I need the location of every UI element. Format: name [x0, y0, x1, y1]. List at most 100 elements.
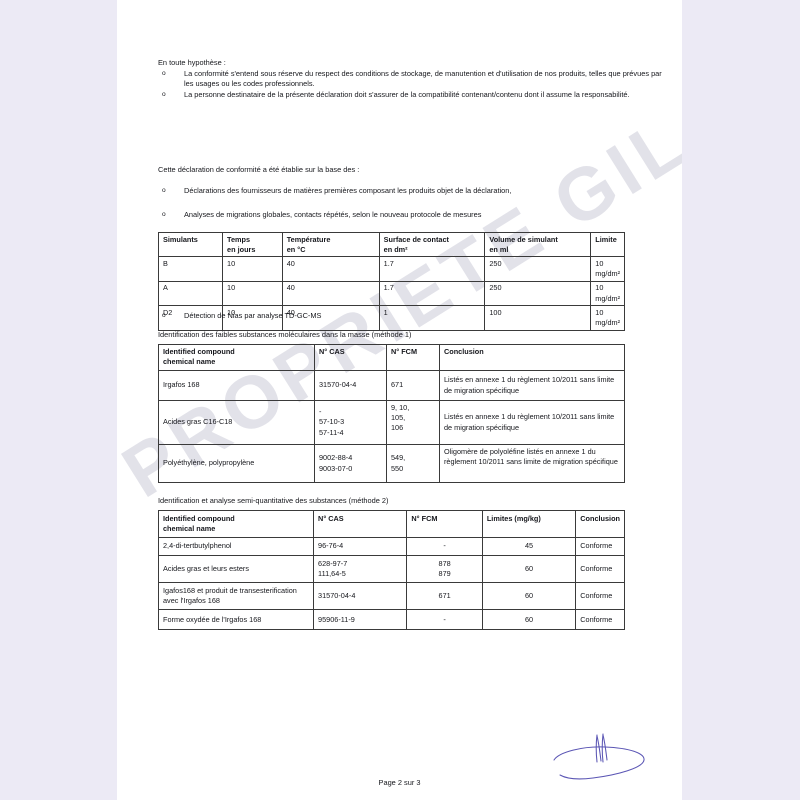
table-row: B 10 40 1.7 250 10 mg/dm²	[157, 256, 625, 282]
table-method1-header-row: Identified compound chemical name N° CAS…	[158, 344, 625, 371]
cell-conclusion: Listés en annexe 1 du règlement 10/2011 …	[439, 370, 625, 401]
table-method2: Identified compound chemical name N° CAS…	[157, 509, 625, 631]
nias-bullet-text: Détection de Nias par analyse TD-GC-MS	[184, 311, 322, 320]
th-fcm: N° FCM	[386, 344, 440, 371]
intro-bullet-2: o La personne destinataire de la présent…	[158, 90, 663, 101]
cell-fcm: 549, 550	[386, 444, 440, 483]
table-method2-header-row: Identified compound chemical name N° CAS…	[157, 509, 625, 539]
bullet-circle-icon: o	[162, 211, 166, 218]
cell-conclusion: Conforme	[575, 554, 625, 584]
basis-bullet-1: o Déclarations des fournisseurs de matiè…	[158, 186, 663, 197]
bullet-circle-icon: o	[162, 312, 166, 319]
cell-cas: 628-97-7 111,64-5	[313, 554, 408, 584]
th-identified-compound: Identified compound chemical name	[158, 344, 315, 371]
cell-conclusion: Listés en annexe 1 du règlement 10/2011 …	[439, 400, 625, 445]
cell-fcm: -	[406, 609, 483, 631]
bullet-circle-icon: o	[162, 90, 166, 98]
cell-fcm: 671	[386, 370, 440, 401]
cell-fcm: -	[406, 537, 483, 556]
intro-bullet-1: o La conformité s'entend sous réserve du…	[158, 69, 663, 90]
cell-compound: 2,4-di-tertbutylphenol	[157, 537, 315, 556]
cell-conclusion: Conforme	[575, 582, 625, 611]
cell-fcm: 671	[406, 582, 483, 611]
cell-cas: 9002-88-4 9003-07-0	[314, 444, 387, 483]
th-surface-contact: Surface de contact en dm²	[378, 231, 486, 258]
th-identified-compound: Identified compound chemical name	[157, 509, 315, 539]
cell-limite: 10 mg/dm²	[590, 256, 625, 282]
th-limite: Limite	[590, 231, 625, 258]
cell-volume: 250	[484, 256, 592, 282]
cell-fcm: 9, 10, 105, 106	[386, 400, 440, 445]
intro-heading: En toute hypothèse :	[158, 58, 226, 67]
th-limites: Limites (mg/kg)	[481, 509, 577, 539]
document-page: PROPRIETE GILAC En toute hypothèse : o L…	[117, 0, 682, 800]
table-row: Acides gras C16-C18 - 57-10-3 57-11-4 9,…	[158, 400, 625, 445]
cell-temperature: 40	[281, 256, 380, 282]
bullet-circle-icon: o	[162, 69, 166, 77]
intro-bullet-2-text: La personne destinataire de la présente …	[184, 89, 630, 99]
caption-method2: Identification et analyse semi-quantitat…	[158, 496, 389, 505]
cell-limite: 10 mg/dm²	[590, 280, 625, 307]
table-row: 2,4-di-tertbutylphenol 96-76-4 - 45 Conf…	[157, 537, 625, 556]
th-fcm: N° FCM	[406, 509, 483, 539]
table-row: A 10 40 1.7 250 10 mg/dm²	[157, 280, 625, 307]
basis-bullet-2-text: Analyses de migrations globales, contact…	[184, 210, 482, 219]
cell-limite: 60	[481, 609, 577, 631]
cell-cas: 31570-04-4	[313, 582, 408, 611]
table-row: Polyéthylène, polypropylène 9002-88-4 90…	[158, 444, 625, 483]
cell-cas: 95906-11-9	[313, 609, 408, 631]
table-row: Igafos168 et produit de transesterificat…	[157, 582, 625, 611]
cell-compound: Acides gras C16-C18	[158, 400, 315, 445]
basis-bullet-2: o Analyses de migrations globales, conta…	[158, 210, 663, 221]
cell-limite: 10 mg/dm²	[590, 305, 625, 331]
cell-simulant: A	[157, 280, 224, 307]
table-row: Forme oxydée de l'Irgafos 168 95906-11-9…	[157, 609, 625, 631]
basis-heading: Cette déclaration de conformité a été ét…	[158, 165, 360, 174]
cell-simulant: D2	[157, 305, 224, 331]
cell-conclusion: Conforme	[575, 537, 625, 556]
cell-compound: Forme oxydée de l'Irgafos 168	[157, 609, 315, 631]
cell-limite: 60	[481, 554, 577, 584]
table-row: Acides gras et leurs esters 628-97-7 111…	[157, 554, 625, 584]
cell-temps: 10	[222, 280, 283, 307]
cell-conclusion: Conforme	[575, 609, 625, 631]
cell-cas: 31570-04-4	[314, 370, 387, 401]
cell-compound: Acides gras et leurs esters	[157, 554, 315, 584]
cell-cas: - 57-10-3 57-11-4	[314, 400, 387, 445]
table-row: D2 10 40 1 100 10 mg/dm²	[157, 305, 625, 331]
intro-bullet-1-text: La conformité s'entend sous réserve du r…	[184, 68, 662, 89]
signature-mark	[553, 733, 645, 780]
cell-conclusion: Oligomère de polyoléfine listés en annex…	[439, 444, 625, 483]
cell-temperature: 40	[281, 305, 380, 331]
cell-fcm: 878 879	[406, 554, 483, 584]
th-temps: Temps en jours	[222, 231, 283, 258]
table-simulants: Simulants Temps en jours Température en …	[157, 231, 625, 331]
th-conclusion: Conclusion	[439, 344, 625, 371]
cell-compound: Polyéthylène, polypropylène	[158, 444, 315, 483]
footer-page-number: Page 2 sur 3	[378, 778, 421, 787]
cell-temps: 10	[222, 256, 283, 282]
table-simulants-header-row: Simulants Temps en jours Température en …	[157, 231, 625, 258]
th-simulants: Simulants	[157, 231, 224, 258]
cell-volume: 100	[484, 305, 592, 331]
bullet-circle-icon: o	[162, 187, 166, 194]
table-row: Irgafos 168 31570-04-4 671 Listés en ann…	[158, 370, 625, 401]
cell-limite: 45	[481, 537, 577, 556]
cell-compound: Irgafos 168	[158, 370, 315, 401]
caption-method1: Identification des faibles substances mo…	[158, 330, 412, 339]
th-cas: N° CAS	[314, 344, 387, 371]
basis-bullet-1-text: Déclarations des fournisseurs de matière…	[184, 186, 512, 195]
cell-surface: 1	[378, 305, 486, 331]
th-volume-simulant: Volume de simulant en ml	[484, 231, 592, 258]
nias-bullet: o Détection de Nias par analyse TD-GC-MS	[158, 311, 663, 322]
cell-surface: 1.7	[378, 280, 486, 307]
cell-cas: 96-76-4	[313, 537, 408, 556]
cell-volume: 250	[484, 280, 592, 307]
cell-temperature: 40	[281, 280, 380, 307]
intro-block: En toute hypothèse : o La conformité s'e…	[158, 58, 663, 100]
cell-compound: Igafos168 et produit de transesterificat…	[157, 582, 315, 611]
th-cas: N° CAS	[313, 509, 408, 539]
table-method1: Identified compound chemical name N° CAS…	[158, 344, 625, 483]
th-conclusion: Conclusion	[575, 509, 625, 539]
th-temperature: Température en °C	[281, 231, 380, 258]
